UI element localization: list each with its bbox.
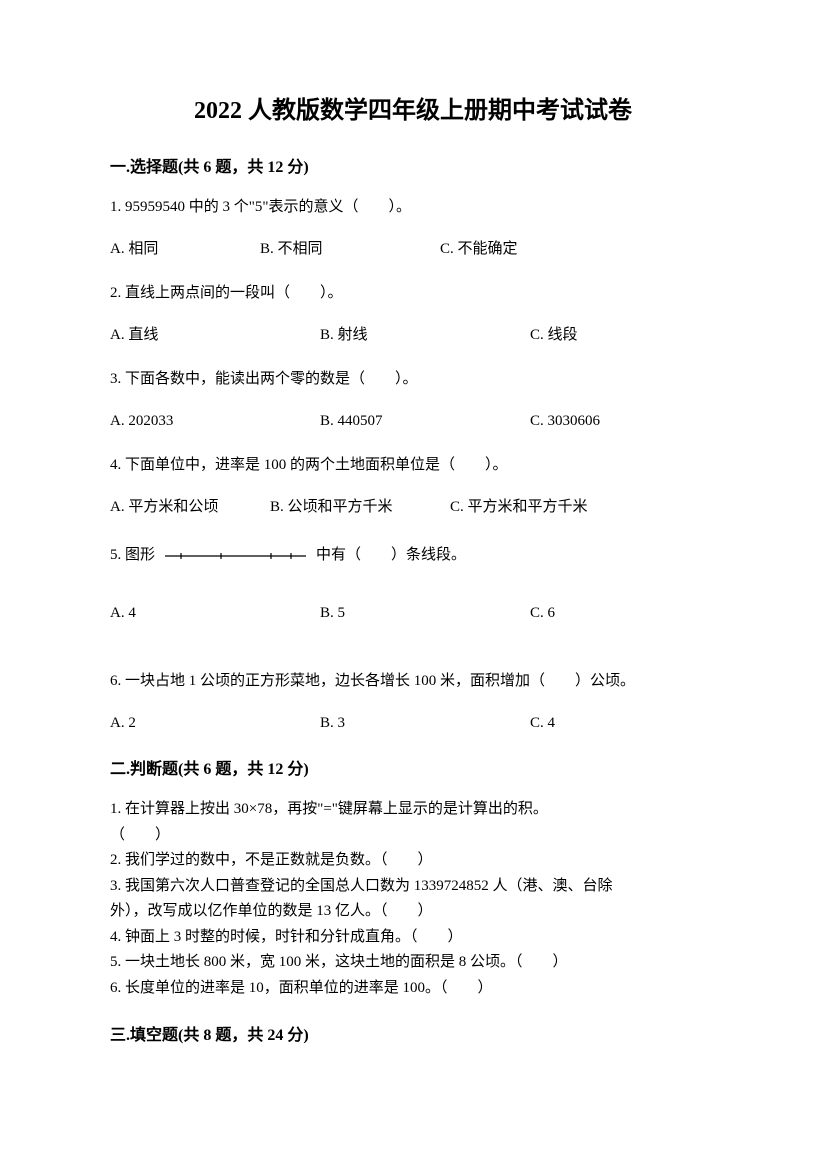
section-1-header: 一.选择题(共 6 题，共 12 分) bbox=[110, 153, 716, 177]
q2-option-c: C. 线段 bbox=[530, 323, 710, 347]
q3-option-b: B. 440507 bbox=[320, 409, 530, 433]
question-3-options: A. 202033 B. 440507 C. 3030606 bbox=[110, 409, 716, 433]
question-6: 6. 一块占地 1 公顷的正方形菜地，边长各增长 100 米，面积增加（ ）公顷… bbox=[110, 669, 716, 693]
q6-option-b: B. 3 bbox=[320, 711, 530, 735]
q2-option-b: B. 射线 bbox=[320, 323, 530, 347]
judge-5: 5. 一块土地长 800 米，宽 100 米，这块土地的面积是 8 公顷。（ ） bbox=[110, 950, 716, 976]
section-2-header: 二.判断题(共 6 题，共 12 分) bbox=[110, 755, 716, 779]
q1-option-b: B. 不相同 bbox=[260, 237, 440, 261]
q6-option-a: A. 2 bbox=[110, 711, 320, 735]
q2-option-a: A. 直线 bbox=[110, 323, 320, 347]
judge-6: 6. 长度单位的进率是 10，面积单位的进率是 100。（ ） bbox=[110, 976, 716, 1002]
q3-option-a: A. 202033 bbox=[110, 409, 320, 433]
q5-option-b: B. 5 bbox=[320, 601, 530, 625]
question-4-options: A. 平方米和公顷 B. 公顷和平方千米 C. 平方米和平方千米 bbox=[110, 495, 716, 519]
q5-suffix: 中有（ ）条线段。 bbox=[316, 543, 466, 567]
q5-option-a: A. 4 bbox=[110, 601, 320, 625]
q6-option-c: C. 4 bbox=[530, 711, 710, 735]
q5-prefix: 5. 图形 bbox=[110, 543, 155, 567]
judge-4: 4. 钟面上 3 时整的时候，时针和分针成直角。（ ） bbox=[110, 925, 716, 951]
question-6-options: A. 2 B. 3 C. 4 bbox=[110, 711, 716, 735]
q1-option-a: A. 相同 bbox=[110, 237, 260, 261]
judge-1-line2: （ ） bbox=[110, 823, 716, 849]
question-1: 1. 95959540 中的 3 个"5"表示的意义（ ）。 bbox=[110, 195, 716, 219]
q1-option-c: C. 不能确定 bbox=[440, 237, 620, 261]
judge-1-line1: 1. 在计算器上按出 30×78，再按"="键屏幕上显示的是计算出的积。 bbox=[110, 797, 716, 823]
question-5-options: A. 4 B. 5 C. 6 bbox=[110, 601, 716, 625]
line-segment-svg bbox=[163, 539, 308, 563]
judge-3-line2: 外），改写成以亿作单位的数是 13 亿人。（ ） bbox=[110, 899, 716, 925]
question-2: 2. 直线上两点间的一段叫（ ）。 bbox=[110, 281, 716, 305]
question-2-options: A. 直线 B. 射线 C. 线段 bbox=[110, 323, 716, 347]
question-1-options: A. 相同 B. 不相同 C. 不能确定 bbox=[110, 237, 716, 261]
q4-option-a: A. 平方米和公顷 bbox=[110, 495, 270, 519]
question-5: 5. 图形 中有（ ）条线段。 bbox=[110, 539, 716, 571]
q4-option-b: B. 公顷和平方千米 bbox=[270, 495, 450, 519]
q4-option-c: C. 平方米和平方千米 bbox=[450, 495, 650, 519]
question-3: 3. 下面各数中，能读出两个零的数是（ ）。 bbox=[110, 367, 716, 391]
judge-3-line1: 3. 我国第六次人口普查登记的全国总人口数为 1339724852 人（港、澳、… bbox=[110, 874, 716, 900]
line-segment-diagram bbox=[163, 539, 308, 571]
judge-2: 2. 我们学过的数中，不是正数就是负数。（ ） bbox=[110, 848, 716, 874]
section-3-header: 三.填空题(共 8 题，共 24 分) bbox=[110, 1021, 716, 1045]
q3-option-c: C. 3030606 bbox=[530, 409, 710, 433]
question-4: 4. 下面单位中，进率是 100 的两个土地面积单位是（ ）。 bbox=[110, 453, 716, 477]
q5-option-c: C. 6 bbox=[530, 601, 710, 625]
page-title: 2022 人教版数学四年级上册期中考试试卷 bbox=[110, 90, 716, 125]
